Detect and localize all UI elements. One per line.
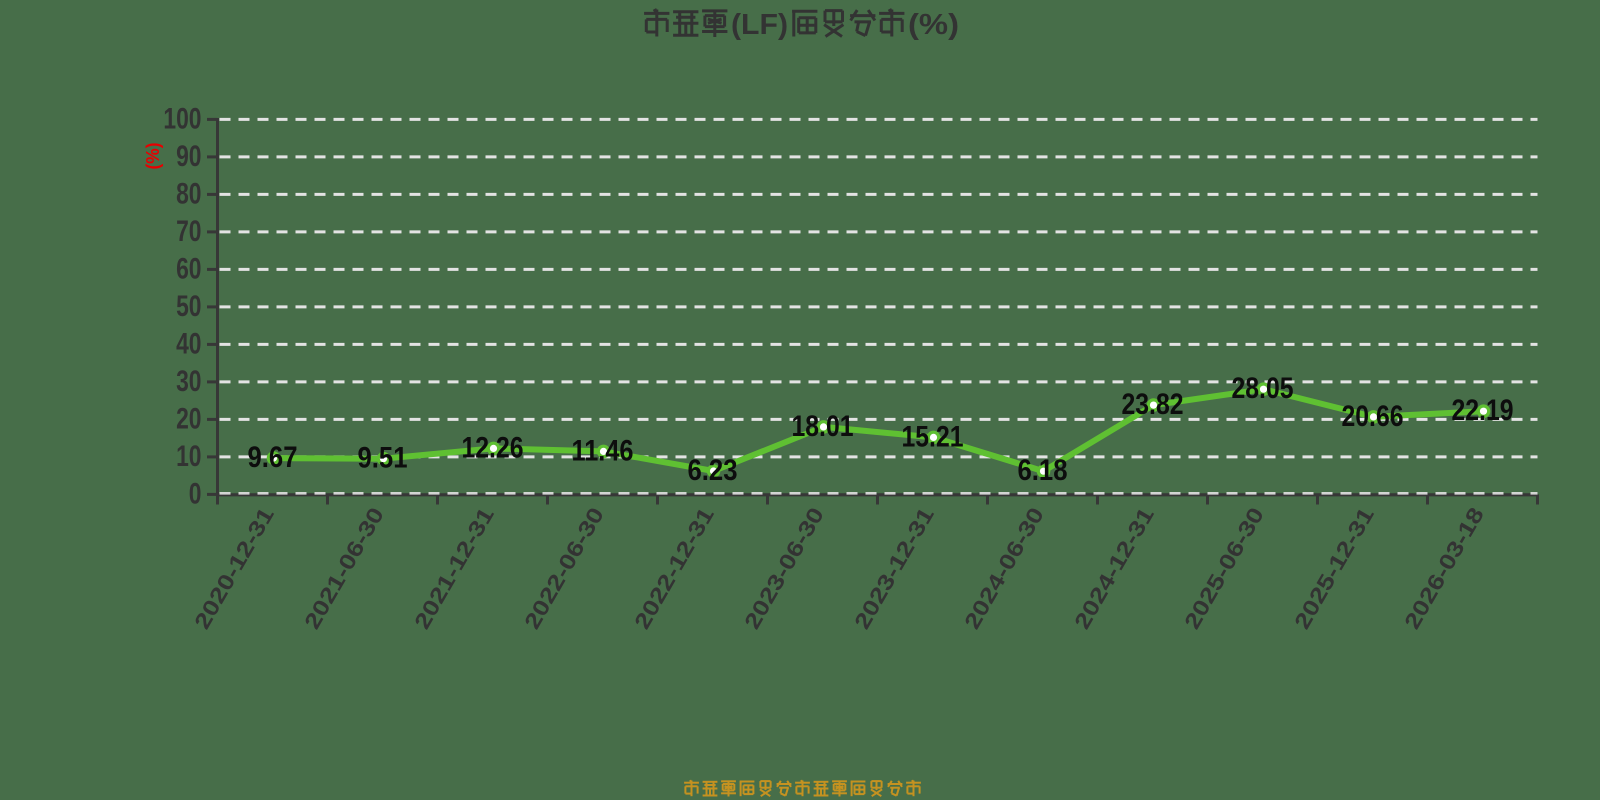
svg-text:18.01: 18.01	[792, 410, 854, 443]
svg-text:60: 60	[176, 253, 201, 286]
svg-text:(LF): (LF)	[731, 9, 788, 41]
svg-text:6.23: 6.23	[688, 454, 738, 487]
svg-text:22.19: 22.19	[1452, 394, 1514, 427]
svg-text:20: 20	[176, 403, 201, 436]
svg-text:10: 10	[176, 440, 201, 473]
svg-text:100: 100	[163, 103, 201, 136]
svg-text:6.18: 6.18	[1018, 454, 1068, 487]
svg-text:23.82: 23.82	[1122, 388, 1184, 421]
svg-text:80: 80	[176, 178, 201, 211]
svg-text:9.67: 9.67	[248, 441, 298, 474]
svg-text:11.46: 11.46	[572, 434, 634, 467]
svg-text:28.05: 28.05	[1232, 372, 1294, 405]
svg-text:90: 90	[176, 140, 201, 173]
svg-text:12.26: 12.26	[462, 431, 524, 464]
svg-text:(%): (%)	[143, 143, 163, 170]
svg-text:(%): (%)	[908, 9, 959, 41]
svg-text:9.51: 9.51	[358, 442, 408, 475]
svg-text:15.21: 15.21	[902, 420, 964, 453]
svg-text:50: 50	[176, 290, 201, 323]
svg-text:0: 0	[189, 478, 202, 511]
svg-text:30: 30	[176, 365, 201, 398]
svg-text:40: 40	[176, 328, 201, 361]
svg-text:20.66: 20.66	[1342, 400, 1404, 433]
svg-text:70: 70	[176, 215, 201, 248]
